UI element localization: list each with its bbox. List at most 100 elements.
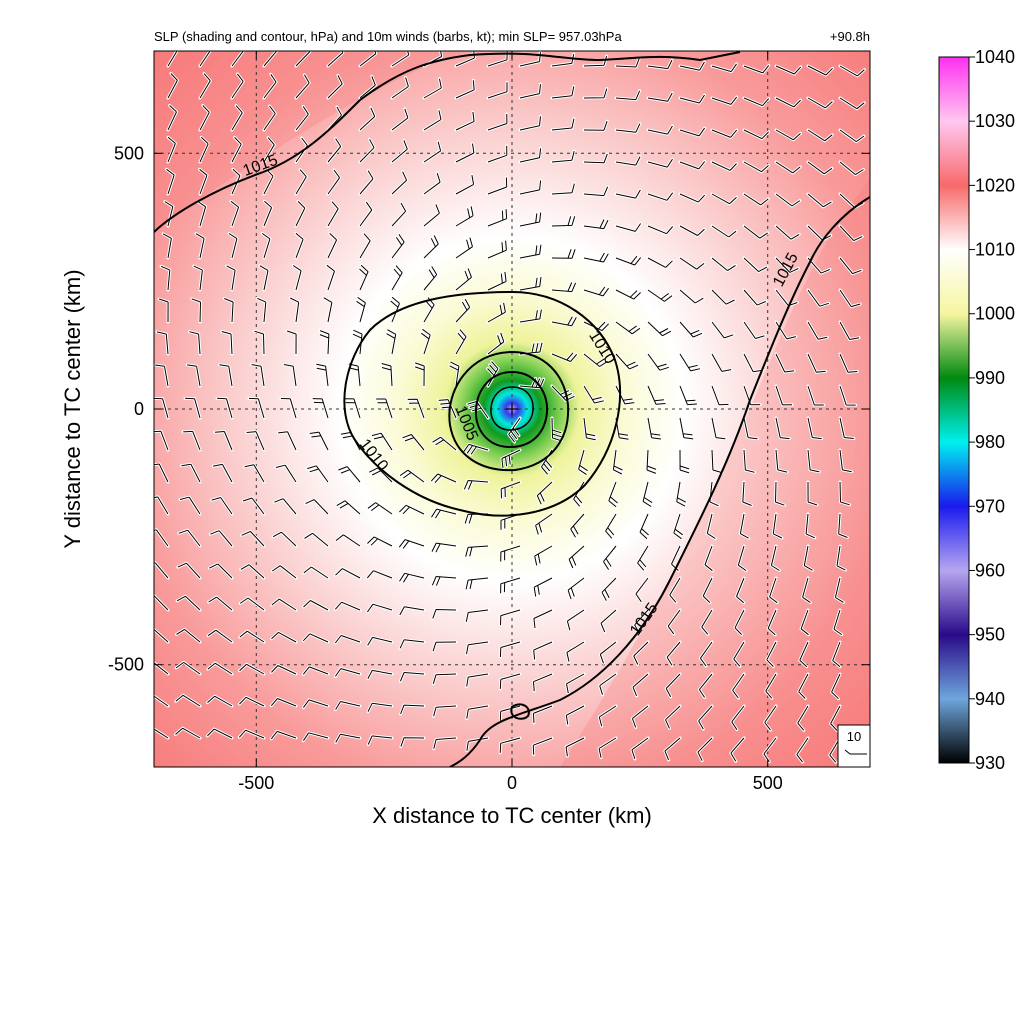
wind-barb bbox=[327, 201, 339, 227]
wind-barb bbox=[499, 705, 521, 721]
wind-barb bbox=[338, 466, 361, 483]
wind-barb bbox=[319, 330, 330, 355]
wind-barb bbox=[679, 449, 690, 474]
wind-barb bbox=[187, 364, 201, 387]
wind-barb bbox=[615, 321, 641, 335]
wind-barb bbox=[487, 82, 508, 99]
wind-barb bbox=[775, 161, 801, 174]
wind-barb bbox=[431, 542, 457, 553]
wind-barb bbox=[433, 705, 457, 717]
wind-barb bbox=[304, 532, 329, 547]
wind-barb bbox=[391, 234, 405, 259]
wind-barb bbox=[263, 137, 275, 163]
wind-barb bbox=[642, 481, 653, 507]
wind-barb bbox=[211, 497, 233, 515]
wind-barb bbox=[499, 641, 521, 658]
wind-barb bbox=[391, 140, 408, 163]
wind-barb bbox=[431, 508, 457, 519]
wind-barb bbox=[178, 529, 201, 547]
wind-barb bbox=[519, 277, 542, 291]
wind-barb bbox=[807, 161, 833, 175]
y-tick-label: -500 bbox=[108, 655, 144, 675]
wind-barb bbox=[209, 563, 233, 579]
wind-barb bbox=[519, 84, 541, 99]
wind-barb bbox=[369, 467, 393, 483]
y-tick-label: 0 bbox=[134, 399, 144, 419]
wind-barb bbox=[466, 737, 489, 751]
wind-barb bbox=[647, 385, 666, 405]
wind-barb bbox=[179, 496, 201, 515]
wind-barb bbox=[775, 193, 801, 207]
wind-barb bbox=[646, 449, 657, 474]
wind-barb bbox=[465, 545, 489, 557]
wind-barb bbox=[199, 105, 210, 131]
wind-barb bbox=[679, 321, 703, 338]
wind-barb bbox=[519, 342, 543, 355]
wind-barb bbox=[647, 321, 672, 337]
wind-barb bbox=[487, 177, 508, 195]
wind-barb bbox=[533, 609, 553, 629]
wind-barb bbox=[231, 51, 244, 67]
wind-barb bbox=[679, 94, 705, 104]
contour-1015-northwest bbox=[154, 51, 741, 233]
wind-barb bbox=[367, 702, 393, 712]
wind-barb bbox=[166, 168, 175, 195]
wind-barb bbox=[532, 737, 553, 755]
wind-barb bbox=[295, 51, 311, 67]
wind-barb bbox=[608, 481, 618, 508]
wind-barb bbox=[323, 297, 333, 323]
chart-title: SLP (shading and contour, hPa) and 10m w… bbox=[154, 29, 622, 44]
wind-barb bbox=[839, 289, 861, 308]
slp-contours bbox=[154, 51, 870, 767]
wind-barb bbox=[272, 565, 297, 579]
plot-area: 1015 1015 1015 1010 1010 1005 bbox=[154, 51, 870, 767]
wind-barb bbox=[327, 233, 338, 259]
wind-barb bbox=[834, 577, 844, 603]
wind-barb bbox=[286, 330, 297, 355]
wind-barb bbox=[231, 168, 241, 195]
wind-barb bbox=[742, 481, 752, 506]
wind-barb bbox=[732, 673, 745, 699]
wind-barb bbox=[743, 161, 769, 173]
x-axis-label: X distance to TC center (km) bbox=[372, 803, 652, 828]
wind-barb bbox=[292, 265, 302, 291]
wind-barb bbox=[289, 297, 300, 323]
wind-barb bbox=[647, 125, 673, 135]
wind-barb bbox=[246, 431, 265, 451]
wind-barb bbox=[647, 158, 673, 168]
wind-barb bbox=[599, 641, 617, 664]
wind-barb bbox=[736, 577, 745, 604]
wind-barb bbox=[743, 225, 768, 239]
wind-barb bbox=[500, 609, 521, 626]
wind-barb bbox=[381, 363, 393, 387]
wind-barb bbox=[367, 669, 393, 679]
wind-barb bbox=[583, 385, 604, 404]
wind-barb bbox=[578, 449, 588, 476]
wind-barb bbox=[711, 417, 726, 440]
wind-barb bbox=[175, 727, 201, 739]
contour-inner-2 bbox=[490, 386, 534, 431]
wind-barb bbox=[519, 52, 541, 67]
wind-barb bbox=[711, 385, 729, 406]
wind-barb bbox=[800, 609, 809, 636]
wind-barb bbox=[430, 473, 457, 484]
wind-barb bbox=[770, 545, 780, 571]
wind-barb bbox=[239, 597, 265, 611]
wind-barb bbox=[423, 172, 441, 195]
wind-barb bbox=[775, 97, 801, 108]
wind-barb bbox=[391, 265, 403, 291]
wind-barb bbox=[432, 641, 457, 652]
wind-barb bbox=[433, 737, 457, 749]
wind-barb bbox=[706, 513, 716, 539]
wind-barb bbox=[158, 298, 169, 323]
wind-barb bbox=[263, 105, 276, 131]
wind-barb bbox=[217, 397, 233, 419]
wind-barb bbox=[398, 539, 425, 549]
wind-barb bbox=[199, 51, 211, 67]
wind-barb bbox=[666, 641, 681, 666]
wind-barb bbox=[399, 469, 425, 483]
wind-barb bbox=[327, 138, 342, 163]
wind-barb bbox=[583, 186, 609, 197]
wind-barb bbox=[295, 74, 310, 99]
wind-barb bbox=[207, 629, 233, 643]
